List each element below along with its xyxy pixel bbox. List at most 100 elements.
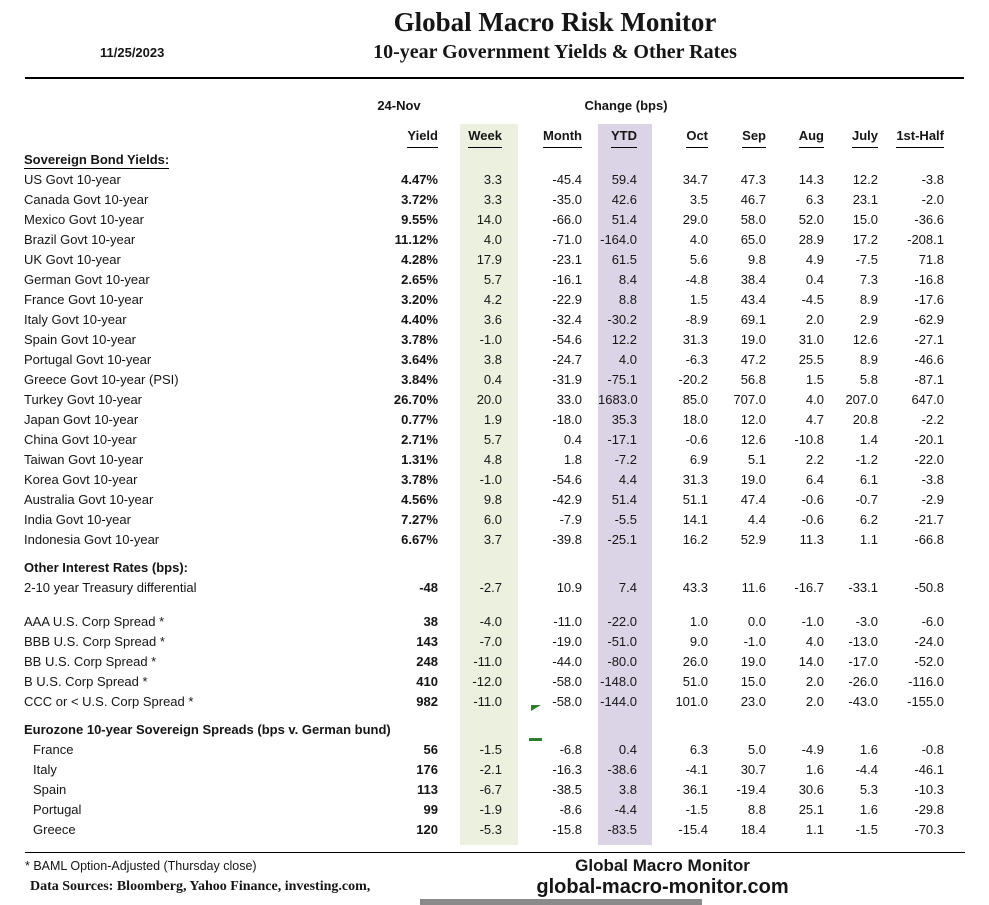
cell-half: -36.6	[914, 212, 944, 227]
cell-week: -1.0	[460, 330, 518, 350]
cell-month: -54.6	[552, 332, 582, 347]
cell-week: 3.6	[460, 310, 518, 330]
table-row: BB U.S. Corp Spread * 248 -11.0 -44.0 -80.0 2…	[24, 652, 965, 672]
table-row: Taiwan Govt 10-year 1.31% 4.8 1.8 -7.2 6.9 5.1…	[24, 450, 965, 470]
cell-sep: 12.6	[740, 432, 766, 447]
table-row: CCC or < U.S. Corp Spread * 982 -11.0 -58.0…	[24, 692, 965, 712]
cell-july: 207.0	[845, 392, 878, 407]
column-header-label: Month	[543, 126, 582, 148]
cell-july: 8.9	[859, 352, 878, 367]
row-label: B U.S. Corp Spread *	[24, 674, 148, 689]
cell-ytd: 35.3	[598, 410, 652, 430]
cell-ytd: -148.0	[598, 672, 652, 692]
cell-yield: 11.12%	[394, 232, 438, 247]
cell-sep: 15.0	[740, 674, 766, 689]
cell-july: -3.0	[855, 614, 878, 629]
cell-aug: 2.0	[805, 312, 824, 327]
cell-sep: 12.0	[740, 412, 766, 427]
cell-month: -66.0	[552, 212, 582, 227]
row-label: Greece	[33, 822, 76, 837]
row-label: Turkey Govt 10-year	[24, 392, 143, 407]
cell-ytd: -164.0	[598, 230, 652, 250]
cell-oct: 1.5	[689, 292, 708, 307]
column-header-label: Sep	[742, 126, 766, 148]
cell-week: 4.2	[460, 290, 518, 310]
cell-ytd: -5.5	[598, 510, 652, 530]
cell-week: 20.0	[460, 390, 518, 410]
cell-ytd: -38.6	[598, 760, 652, 780]
cell-week: -2.1	[460, 760, 518, 780]
cell-yield: 1.31%	[401, 452, 438, 467]
cell-sep: 707.0	[733, 392, 766, 407]
cell-aug: -0.6	[801, 512, 824, 527]
cell-half: -29.8	[914, 802, 944, 817]
cell-month: -15.8	[552, 822, 582, 837]
row-label: Taiwan Govt 10-year	[24, 452, 144, 467]
table-row: Mexico Govt 10-year 9.55% 14.0 -66.0 51.4 29.…	[24, 210, 965, 230]
section-header-row: Eurozone 10-year Sovereign Spreads (bps …	[24, 720, 965, 740]
cell-sep: 18.4	[740, 822, 766, 837]
cell-month: -39.8	[552, 532, 582, 547]
cell-half: -20.1	[914, 432, 944, 447]
table-row: Canada Govt 10-year 3.72% 3.3 -35.0 42.6 3.5 4…	[24, 190, 965, 210]
column-header-label: Oct	[686, 126, 708, 148]
cell-month: -44.0	[552, 654, 582, 669]
ytd-band-fill	[598, 558, 652, 578]
cell-july: 20.8	[852, 412, 878, 427]
table-row: Greece 120 -5.3 -15.8 -83.5 -15.4 18.4 1.1 -1.5 -…	[24, 820, 965, 840]
cell-month: -54.6	[552, 472, 582, 487]
cell-july: -1.2	[855, 452, 878, 467]
row-label: Japan Govt 10-year	[24, 412, 139, 427]
cell-month: -45.4	[552, 172, 582, 187]
cell-yield: 26.70%	[393, 392, 438, 407]
cell-half: -2.2	[921, 412, 944, 427]
cell-july: 6.1	[859, 472, 878, 487]
column-header-label: Aug	[798, 126, 824, 148]
footer-rule	[25, 852, 965, 853]
cell-aug: -1.0	[801, 614, 824, 629]
cell-month: 33.0	[556, 392, 582, 407]
column-header-half: 1st-Half	[886, 124, 948, 150]
cell-sep: -19.4	[736, 782, 766, 797]
table-row: France Govt 10-year 3.20% 4.2 -22.9 8.8 1.5 43…	[24, 290, 965, 310]
cell-month: -31.9	[552, 372, 582, 387]
table-row: Portugal Govt 10-year 3.64% 3.8 -24.7 4.0 -6.…	[24, 350, 965, 370]
column-header-label: YTD	[611, 126, 637, 148]
cell-aug: 1.1	[805, 822, 824, 837]
table-row: Korea Govt 10-year 3.78% -1.0 -54.6 4.4 31.3 1…	[24, 470, 965, 490]
table-row: UK Govt 10-year 4.28% 17.9 -23.1 61.5 5.6 9.8 4…	[24, 250, 965, 270]
cell-oct: -4.8	[685, 272, 708, 287]
week-band-fill	[460, 712, 518, 720]
cell-yield: 3.64%	[401, 352, 438, 367]
table-row: Portugal 99 -1.9 -8.6 -4.4 -1.5 8.8 25.1 1.6 -29.…	[24, 800, 965, 820]
cell-ytd: 12.2	[598, 330, 652, 350]
cell-week: 3.8	[460, 350, 518, 370]
cell-month: -24.7	[552, 352, 582, 367]
cell-half: -16.8	[914, 272, 944, 287]
cell-ytd: -25.1	[598, 530, 652, 550]
cell-aug: 31.0	[798, 332, 824, 347]
cell-yield: 176	[416, 762, 438, 777]
cell-aug: 1.5	[805, 372, 824, 387]
table-row: 2-10 year Treasury differential -48 -2.7 10…	[24, 578, 965, 598]
cell-july: -13.0	[848, 634, 878, 649]
cell-oct: 36.1	[682, 782, 708, 797]
group-header-row: 24-Nov Change (bps)	[24, 96, 965, 116]
cell-month: -71.0	[552, 232, 582, 247]
cell-week: 3.7	[460, 530, 518, 550]
cell-half: -208.1	[907, 232, 944, 247]
cell-sep: 69.1	[740, 312, 766, 327]
cell-ytd: -75.1	[598, 370, 652, 390]
cell-july: 5.3	[859, 782, 878, 797]
row-label: Korea Govt 10-year	[24, 472, 138, 487]
cell-ytd: 4.0	[598, 350, 652, 370]
cell-week: -1.5	[460, 740, 518, 760]
cell-month: -23.1	[552, 252, 582, 267]
cell-half: -21.7	[914, 512, 944, 527]
cell-half: -66.8	[914, 532, 944, 547]
table-row: Italy Govt 10-year 4.40% 3.6 -32.4 -30.2 -8.9…	[24, 310, 965, 330]
cell-aug: 11.3	[799, 532, 824, 547]
cell-sep: 47.4	[740, 492, 766, 507]
cell-oct: 29.0	[682, 212, 708, 227]
cell-half: -52.0	[914, 654, 944, 669]
